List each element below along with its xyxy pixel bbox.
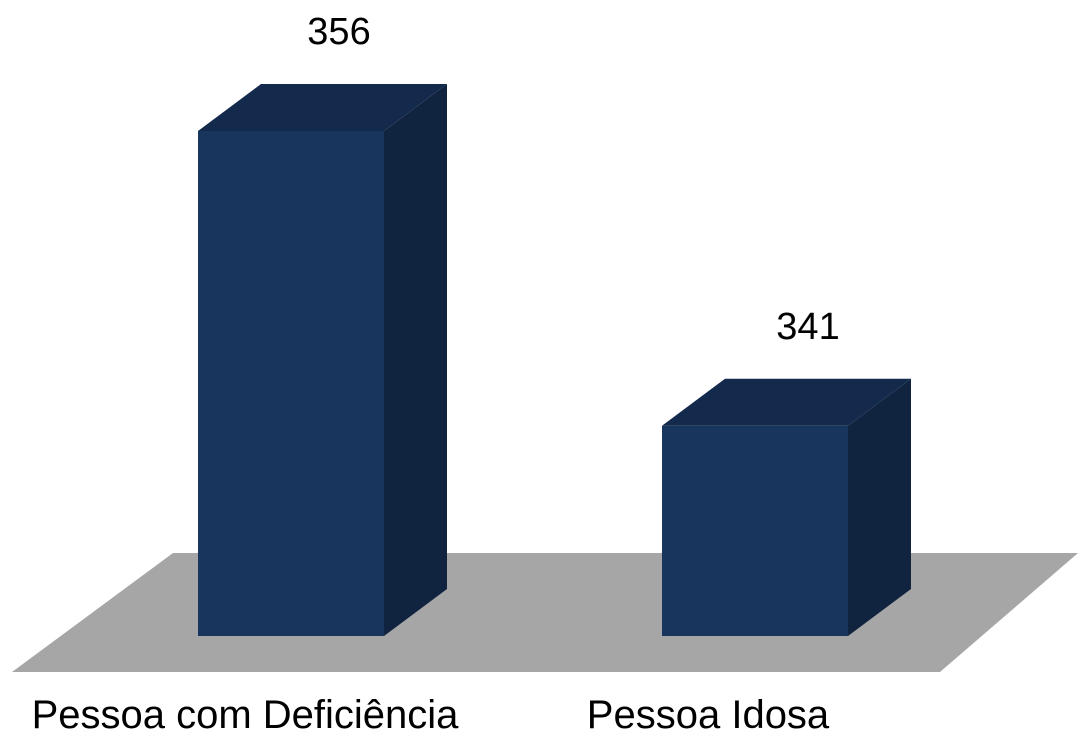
category-label-pessoa-com-deficiencia: Pessoa com Deficiência (32, 693, 460, 737)
bar-front-face (198, 131, 384, 636)
bar-pessoa-com-deficiencia (198, 84, 447, 636)
bar-front-face (662, 425, 848, 636)
data-label-pessoa-idosa: 341 (776, 306, 839, 348)
chart-floor (12, 553, 1078, 672)
category-label-pessoa-idosa: Pessoa Idosa (587, 693, 830, 737)
data-label-pessoa-com-deficiencia: 356 (307, 11, 370, 53)
bar-top-face (198, 84, 447, 131)
bar-pessoa-idosa (662, 378, 911, 636)
bar-side-face (848, 378, 911, 636)
bar-top-face (662, 378, 911, 426)
bar-side-face (384, 84, 447, 636)
